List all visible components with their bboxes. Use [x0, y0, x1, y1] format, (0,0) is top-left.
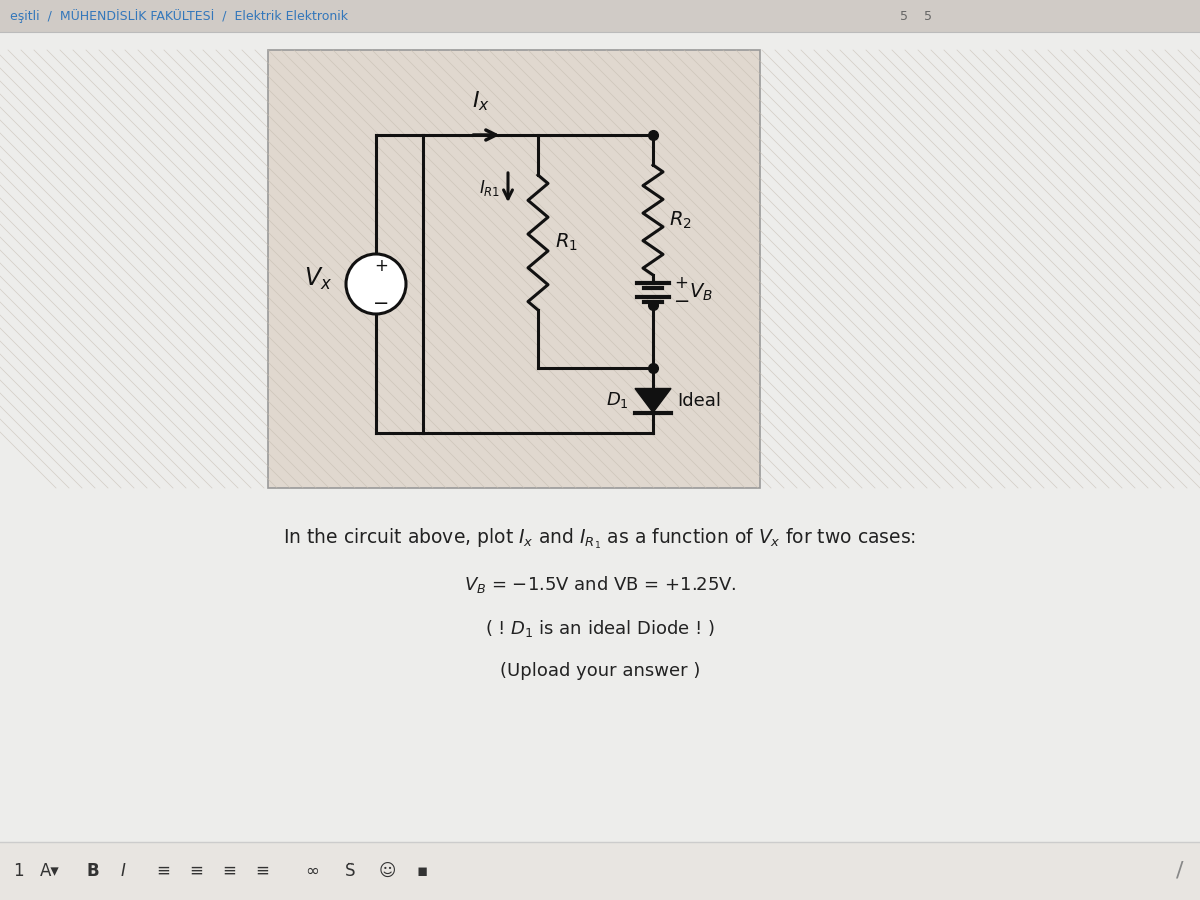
- Circle shape: [346, 254, 406, 314]
- Text: ∞: ∞: [305, 862, 319, 880]
- Text: /: /: [1176, 861, 1183, 881]
- Text: $D_1$: $D_1$: [606, 391, 629, 410]
- Text: S̈: S̈: [344, 862, 355, 880]
- Polygon shape: [635, 389, 671, 412]
- Text: +: +: [374, 257, 388, 275]
- Text: Ideal: Ideal: [677, 392, 721, 410]
- Text: $I_{R1}$: $I_{R1}$: [479, 177, 500, 197]
- Text: ▪: ▪: [416, 862, 427, 880]
- Bar: [0, 842, 1200, 900]
- Text: $V_B$: $V_B$: [689, 282, 713, 303]
- Text: −: −: [373, 294, 389, 313]
- Text: $I_x$: $I_x$: [472, 89, 490, 113]
- Text: ☺: ☺: [378, 862, 396, 880]
- Bar: [268, 50, 760, 488]
- Text: A▾: A▾: [40, 862, 60, 880]
- Text: +: +: [674, 274, 688, 292]
- Text: I: I: [120, 862, 126, 880]
- Text: eşitli  /  MÜHENDİSLİK FAKÜLTESİ  /  Elektrik Elektronik: eşitli / MÜHENDİSLİK FAKÜLTESİ / Elektri…: [10, 9, 348, 23]
- Text: ≡: ≡: [156, 862, 170, 880]
- Text: 1: 1: [13, 862, 23, 880]
- Text: ( ! $D_1$ is an ideal Diode ! ): ( ! $D_1$ is an ideal Diode ! ): [485, 618, 715, 639]
- Text: $R_1$: $R_1$: [554, 232, 578, 253]
- Text: B: B: [86, 862, 100, 880]
- Text: ≡: ≡: [256, 862, 269, 880]
- Text: ≡: ≡: [222, 862, 236, 880]
- Text: ≡: ≡: [190, 862, 203, 880]
- Text: (Upload your answer ): (Upload your answer ): [500, 662, 700, 680]
- Bar: [0, 0, 1200, 32]
- Text: 5    5: 5 5: [900, 10, 932, 22]
- Text: $V_B$ = $-$1.5V and VB = +1.25V.: $V_B$ = $-$1.5V and VB = +1.25V.: [463, 574, 737, 595]
- Text: In the circuit above, plot $I_x$ and $I_{R_1}$ as a function of $V_x$ for two ca: In the circuit above, plot $I_x$ and $I_…: [283, 526, 917, 551]
- Text: $V_x$: $V_x$: [304, 266, 332, 292]
- Text: −: −: [674, 292, 690, 311]
- Text: $R_2$: $R_2$: [670, 210, 691, 230]
